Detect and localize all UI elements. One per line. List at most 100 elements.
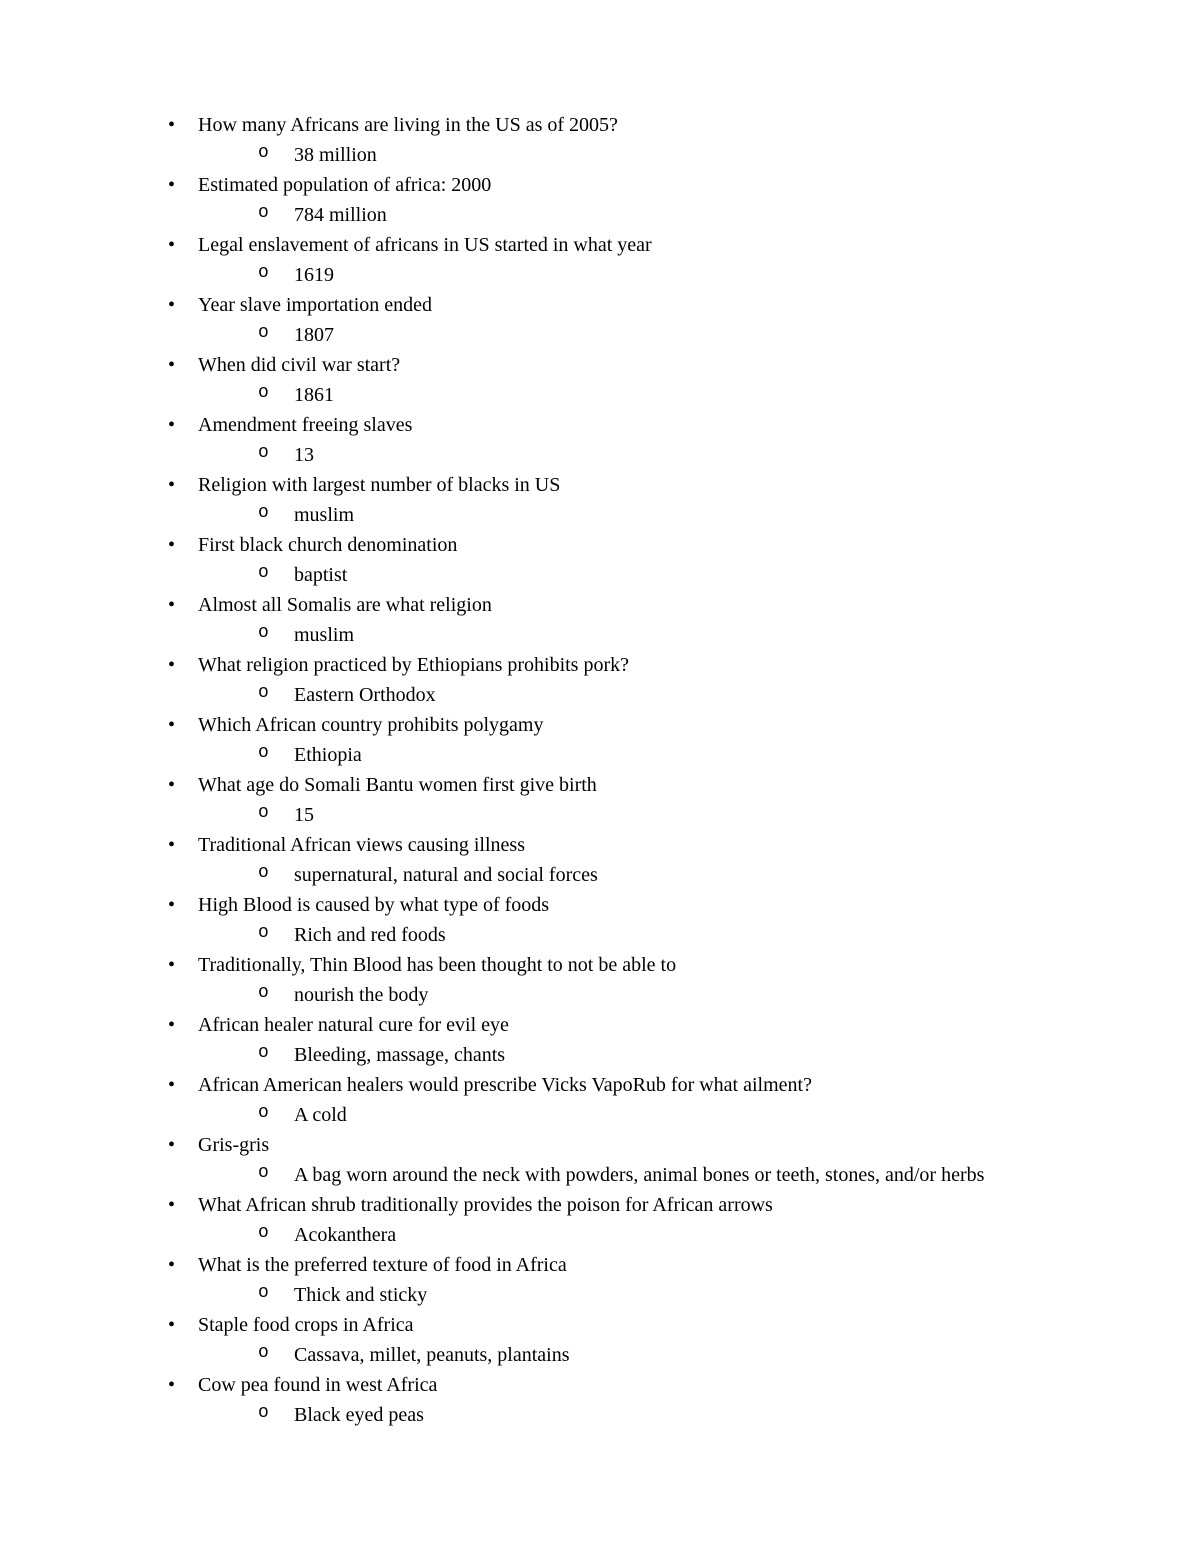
answer-text: Rich and red foods — [294, 924, 446, 946]
question-text: What age do Somali Bantu women first giv… — [198, 774, 597, 796]
answer-item: Acokanthera — [198, 1220, 1050, 1250]
answer-list: supernatural, natural and social forces — [198, 860, 1050, 890]
question-text: Traditionally, Thin Blood has been thoug… — [198, 954, 676, 976]
answer-item: supernatural, natural and social forces — [198, 860, 1050, 890]
answer-text: A cold — [294, 1104, 347, 1126]
question-text: High Blood is caused by what type of foo… — [198, 894, 549, 916]
question-text: Year slave importation ended — [198, 294, 432, 316]
list-item: African American healers would prescribe… — [150, 1070, 1050, 1130]
answer-item: Thick and sticky — [198, 1280, 1050, 1310]
answer-text: muslim — [294, 624, 354, 646]
list-item: Traditionally, Thin Blood has been thoug… — [150, 950, 1050, 1010]
list-item: African healer natural cure for evil eye… — [150, 1010, 1050, 1070]
answer-text: Acokanthera — [294, 1224, 396, 1246]
answer-text: A bag worn around the neck with powders,… — [294, 1164, 984, 1186]
list-item: Which African country prohibits polygamy… — [150, 710, 1050, 770]
answer-item: 1807 — [198, 320, 1050, 350]
question-text: What is the preferred texture of food in… — [198, 1254, 567, 1276]
list-item: First black church denomination baptist — [150, 530, 1050, 590]
answer-text: Eastern Orthodox — [294, 684, 436, 706]
answer-text: 1619 — [294, 264, 334, 286]
answer-list: Cassava, millet, peanuts, plantains — [198, 1340, 1050, 1370]
answer-list: Acokanthera — [198, 1220, 1050, 1250]
answer-list: Thick and sticky — [198, 1280, 1050, 1310]
question-text: First black church denomination — [198, 534, 457, 556]
question-text: Cow pea found in west Africa — [198, 1374, 437, 1396]
answer-item: muslim — [198, 500, 1050, 530]
answer-item: muslim — [198, 620, 1050, 650]
answer-item: 15 — [198, 800, 1050, 830]
answer-list: 784 million — [198, 200, 1050, 230]
list-item: Estimated population of africa: 2000784 … — [150, 170, 1050, 230]
answer-list: Black eyed peas — [198, 1400, 1050, 1430]
list-item: What age do Somali Bantu women first giv… — [150, 770, 1050, 830]
question-text: African American healers would prescribe… — [198, 1074, 812, 1096]
list-item: Legal enslavement of africans in US star… — [150, 230, 1050, 290]
answer-item: A bag worn around the neck with powders,… — [198, 1160, 1050, 1190]
answer-text: Cassava, millet, peanuts, plantains — [294, 1344, 570, 1366]
answer-list: 1619 — [198, 260, 1050, 290]
answer-list: 38 million — [198, 140, 1050, 170]
question-text: Almost all Somalis are what religion — [198, 594, 492, 616]
question-text: African healer natural cure for evil eye — [198, 1014, 509, 1036]
answer-text: baptist — [294, 564, 347, 586]
answer-text: Bleeding, massage, chants — [294, 1044, 505, 1066]
question-text: Legal enslavement of africans in US star… — [198, 234, 652, 256]
answer-list: Bleeding, massage, chants — [198, 1040, 1050, 1070]
answer-item: nourish the body — [198, 980, 1050, 1010]
list-item: When did civil war start? 1861 — [150, 350, 1050, 410]
answer-list: muslim — [198, 620, 1050, 650]
list-item: High Blood is caused by what type of foo… — [150, 890, 1050, 950]
answer-text: muslim — [294, 504, 354, 526]
answer-item: Black eyed peas — [198, 1400, 1050, 1430]
answer-item: 38 million — [198, 140, 1050, 170]
question-text: Traditional African views causing illnes… — [198, 834, 525, 856]
question-text: Which African country prohibits polygamy — [198, 714, 543, 736]
question-text: What African shrub traditionally provide… — [198, 1194, 773, 1216]
question-text: What religion practiced by Ethiopians pr… — [198, 654, 629, 676]
answer-text: 15 — [294, 804, 314, 826]
answer-list: muslim — [198, 500, 1050, 530]
answer-text: Ethiopia — [294, 744, 362, 766]
list-item: Almost all Somalis are what religion musl… — [150, 590, 1050, 650]
answer-item: Bleeding, massage, chants — [198, 1040, 1050, 1070]
list-item: Staple food crops in Africa Cassava, mill… — [150, 1310, 1050, 1370]
answer-text: 38 million — [294, 144, 377, 166]
answer-list: Eastern Orthodox — [198, 680, 1050, 710]
answer-list: nourish the body — [198, 980, 1050, 1010]
answer-list: 1807 — [198, 320, 1050, 350]
list-item: What is the preferred texture of food in… — [150, 1250, 1050, 1310]
answer-item: Ethiopia — [198, 740, 1050, 770]
answer-item: 784 million — [198, 200, 1050, 230]
list-item: Traditional African views causing illnes… — [150, 830, 1050, 890]
answer-text: Black eyed peas — [294, 1404, 424, 1426]
question-text: When did civil war start? — [198, 354, 400, 376]
answer-item: baptist — [198, 560, 1050, 590]
answer-list: 15 — [198, 800, 1050, 830]
answer-item: Cassava, millet, peanuts, plantains — [198, 1340, 1050, 1370]
question-text: Staple food crops in Africa — [198, 1314, 414, 1336]
answer-text: 1807 — [294, 324, 334, 346]
answer-text: 784 million — [294, 204, 387, 226]
question-text: How many Africans are living in the US a… — [198, 114, 618, 136]
list-item: How many Africans are living in the US a… — [150, 110, 1050, 170]
question-text: Religion with largest number of blacks i… — [198, 474, 560, 496]
answer-list: Rich and red foods — [198, 920, 1050, 950]
outline-list: How many Africans are living in the US a… — [150, 110, 1050, 1430]
answer-list: baptist — [198, 560, 1050, 590]
answer-item: A cold — [198, 1100, 1050, 1130]
list-item: Cow pea found in west Africa Black eyed p… — [150, 1370, 1050, 1430]
question-text: Gris-gris — [198, 1134, 269, 1156]
question-text: Amendment freeing slaves — [198, 414, 412, 436]
answer-list: A cold — [198, 1100, 1050, 1130]
list-item: Year slave importation ended 1807 — [150, 290, 1050, 350]
list-item: Religion with largest number of blacks i… — [150, 470, 1050, 530]
answer-item: Eastern Orthodox — [198, 680, 1050, 710]
list-item: Gris-gris A bag worn around the neck with… — [150, 1130, 1050, 1190]
answer-text: 1861 — [294, 384, 334, 406]
answer-item: Rich and red foods — [198, 920, 1050, 950]
answer-text: Thick and sticky — [294, 1284, 427, 1306]
answer-text: supernatural, natural and social forces — [294, 864, 598, 886]
list-item: What religion practiced by Ethiopians pr… — [150, 650, 1050, 710]
answer-list: Ethiopia — [198, 740, 1050, 770]
